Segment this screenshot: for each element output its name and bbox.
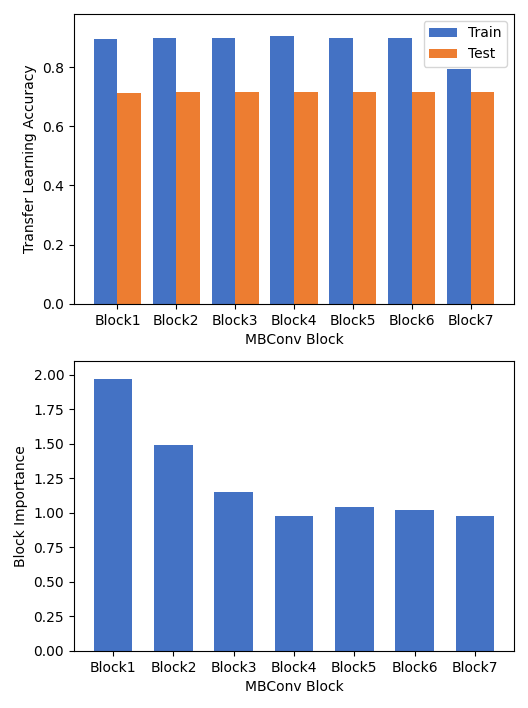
Bar xyxy=(388,38,412,304)
X-axis label: MBConv Block: MBConv Block xyxy=(244,680,343,694)
Bar xyxy=(353,92,376,304)
X-axis label: MBConv Block: MBConv Block xyxy=(244,333,343,347)
Bar xyxy=(235,92,259,304)
Y-axis label: Block Importance: Block Importance xyxy=(14,445,28,567)
Bar xyxy=(412,92,435,304)
Bar xyxy=(176,92,200,304)
Bar xyxy=(329,38,353,304)
Bar xyxy=(154,445,193,651)
Bar xyxy=(117,93,141,304)
Legend: Train, Test: Train, Test xyxy=(423,21,507,67)
Bar xyxy=(294,92,317,304)
Bar xyxy=(212,38,235,304)
Bar xyxy=(275,515,313,651)
Bar xyxy=(214,492,253,651)
Bar xyxy=(335,507,374,651)
Bar xyxy=(447,69,470,304)
Bar xyxy=(270,36,294,304)
Bar xyxy=(470,92,494,304)
Bar xyxy=(153,38,176,304)
Bar xyxy=(456,515,494,651)
Y-axis label: Transfer Learning Accuracy: Transfer Learning Accuracy xyxy=(23,64,36,253)
Bar xyxy=(395,510,434,651)
Bar xyxy=(94,379,133,651)
Bar xyxy=(94,39,117,304)
